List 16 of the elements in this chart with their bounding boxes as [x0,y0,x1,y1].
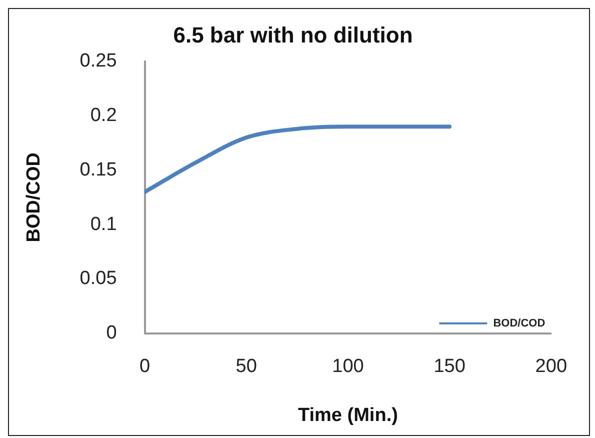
x-tick-label: 50 [236,356,257,378]
x-tick-label: 200 [535,356,567,378]
x-axis-title: Time (Min.) [298,404,398,426]
x-tick-label: 100 [332,356,364,378]
x-tick-label: 0 [139,356,150,378]
y-tick-label: 0.15 [80,159,117,180]
legend-label: BOD/COD [493,317,546,330]
x-tick-label: 150 [434,356,466,378]
y-tick-label: 0.2 [90,105,117,126]
line-series [144,124,452,194]
y-tick-label: 0 [106,322,117,344]
y-tick-label: 0.1 [90,214,117,235]
y-tick-label: 0.05 [80,268,117,290]
y-axis-title: BOD/COD [24,152,45,242]
y-tick-label: 0.25 [80,50,117,72]
chart-title: 6.5 bar with no dilution [173,22,413,48]
